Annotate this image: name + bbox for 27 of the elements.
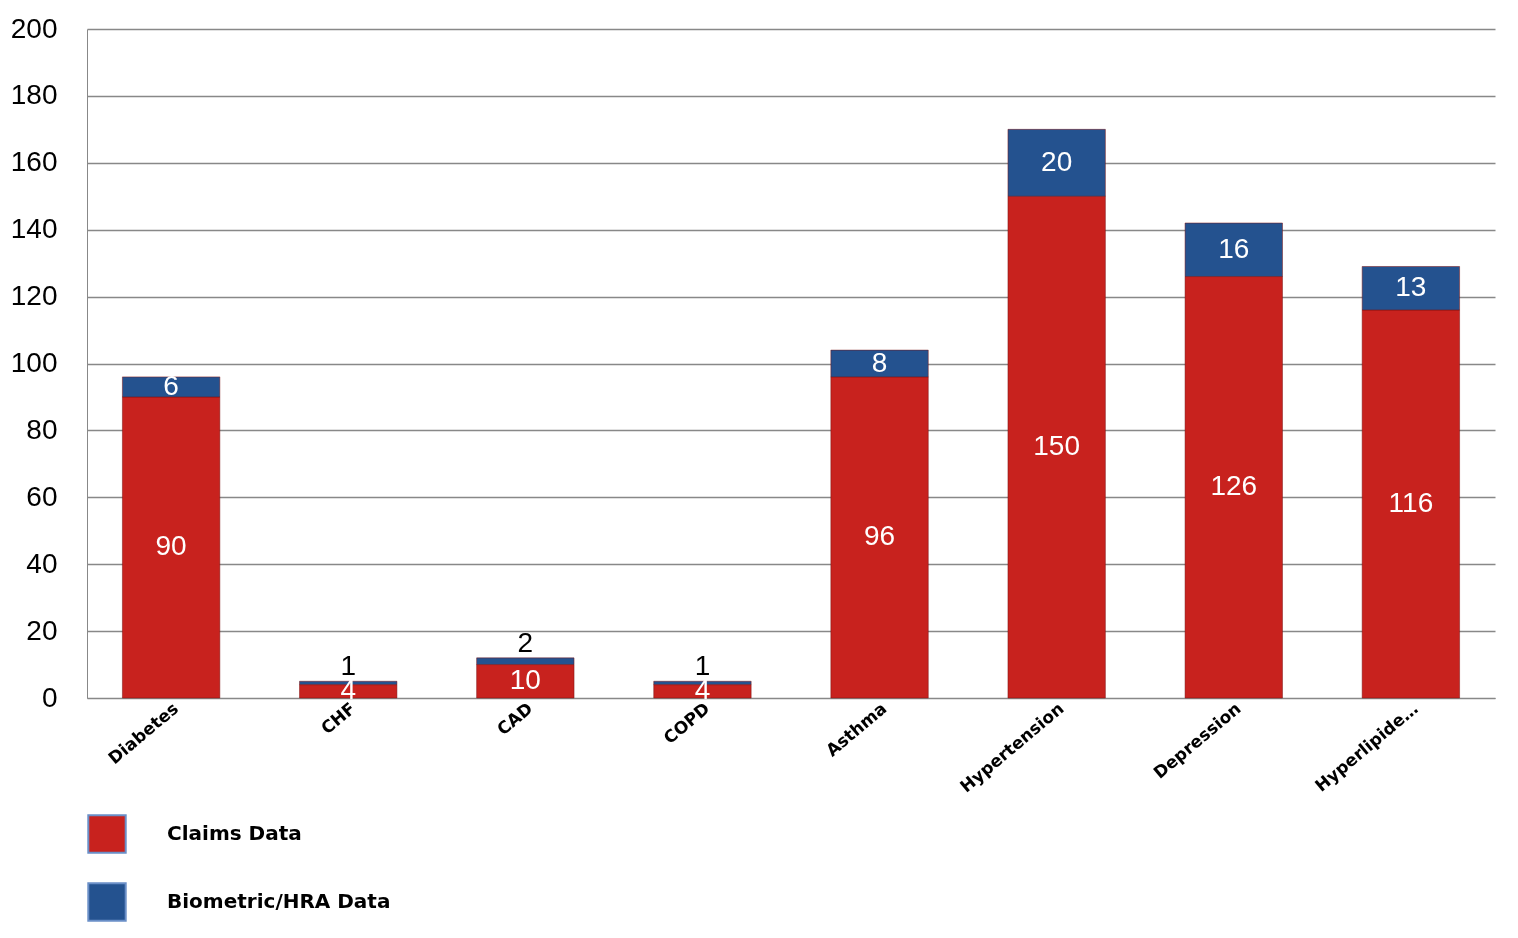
legend-label: Biometric/HRA Data [167,889,391,913]
data-label: 126 [1210,470,1258,502]
data-label: 90 [155,530,187,562]
data-label: 1 [340,650,357,682]
data-label: 2 [517,626,534,658]
data-label: 13 [1395,271,1427,303]
y-tick-label: 160 [10,146,58,178]
legend-label: Claims Data [167,821,302,845]
y-tick-label: 140 [10,213,58,245]
y-tick-label: 40 [26,547,58,579]
y-tick-label: 200 [10,12,58,44]
data-label: 96 [863,520,896,552]
y-tick-label: 80 [26,413,58,445]
y-tick-label: 60 [26,480,58,512]
y-tick-label: 120 [10,280,58,312]
data-label: 150 [1033,430,1081,462]
y-tick-label: 20 [26,614,58,646]
y-tick-label: 100 [10,347,58,378]
data-label: 8 [871,346,888,378]
y-tick-label: 180 [10,79,58,111]
data-label: 1 [694,650,711,682]
y-tick-label: 0 [41,681,58,713]
data-label: 16 [1218,232,1250,264]
data-label: 6 [163,369,179,401]
data-label: 20 [1041,145,1073,177]
data-label: 10 [509,664,541,696]
data-label: 116 [1388,486,1434,518]
